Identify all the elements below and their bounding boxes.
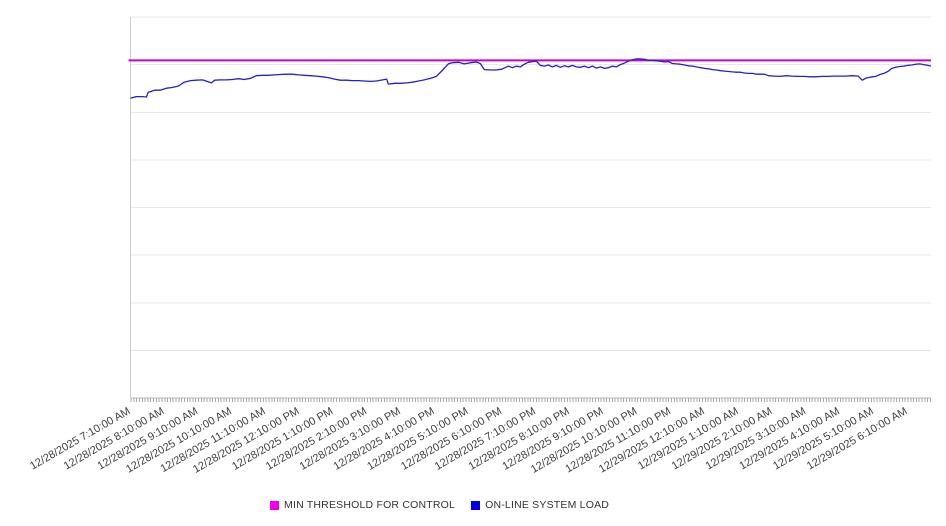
- threshold-swatch-icon: [270, 500, 279, 510]
- legend-item-load[interactable]: ON-LINE SYSTEM LOAD: [471, 499, 609, 511]
- legend-label-threshold: MIN THRESHOLD FOR CONTROL: [284, 499, 456, 511]
- legend-label-load: ON-LINE SYSTEM LOAD: [485, 499, 610, 511]
- load-line: [130, 58, 932, 99]
- gridlines: [130, 16, 931, 399]
- chart-legend: MIN THRESHOLD FOR CONTROL ON-LINE SYSTEM…: [270, 499, 609, 511]
- load-swatch-icon: [471, 500, 481, 510]
- x-axis-ticks: [130, 398, 931, 402]
- legend-item-threshold[interactable]: MIN THRESHOLD FOR CONTROL: [270, 499, 455, 511]
